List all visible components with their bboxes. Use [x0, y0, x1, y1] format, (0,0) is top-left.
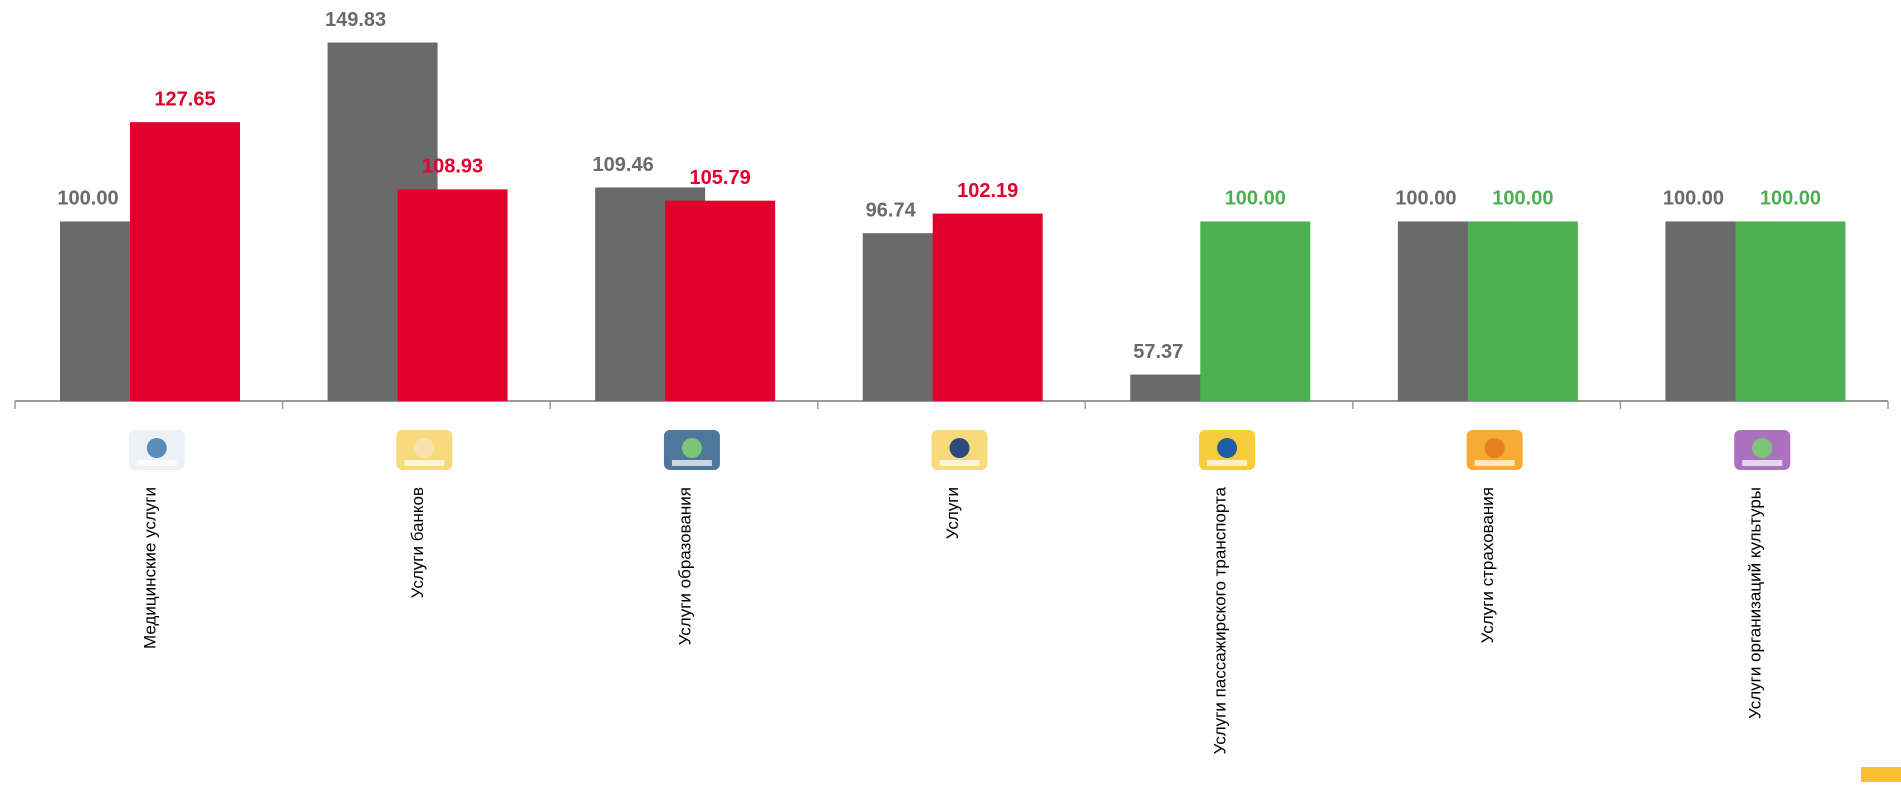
- icon-detail: [671, 460, 712, 466]
- icon-detail: [136, 460, 177, 466]
- icon-detail: [1474, 460, 1515, 466]
- category-icon: [931, 430, 988, 470]
- value-label: 100.00: [1492, 188, 1553, 210]
- value-label: 105.79: [690, 167, 751, 189]
- icon-detail: [1484, 438, 1505, 458]
- bar: [397, 189, 508, 401]
- value-label: 100.00: [1663, 188, 1724, 210]
- category-icon: [396, 430, 453, 470]
- icon-detail: [1217, 438, 1238, 458]
- value-label: 149.83: [325, 9, 386, 31]
- corner-badge: [1861, 767, 1901, 782]
- icon-detail: [949, 438, 970, 458]
- value-label: 100.00: [1760, 188, 1821, 210]
- category-icon: [1466, 430, 1523, 470]
- value-label: 102.19: [957, 180, 1018, 202]
- value-label: 127.65: [154, 88, 215, 110]
- icon-detail: [146, 438, 167, 458]
- category-label: Услуги образования: [675, 487, 694, 645]
- category-icon: [128, 430, 185, 470]
- icon-detail: [1752, 438, 1773, 458]
- category-icon: [663, 430, 720, 470]
- category-label: Услуги пассажирского транспорта: [1211, 486, 1230, 754]
- category-label: Услуги: [943, 487, 962, 539]
- value-label: 109.46: [593, 154, 654, 176]
- value-label: 100.00: [1395, 188, 1456, 210]
- bar: [1735, 221, 1846, 401]
- category-label: Услуги банков: [408, 487, 427, 598]
- bar: [1467, 221, 1578, 401]
- bar: [1200, 221, 1311, 401]
- bar: [932, 213, 1043, 401]
- value-label: 100.00: [57, 188, 118, 210]
- icon-detail: [681, 438, 702, 458]
- value-label: 100.00: [1225, 188, 1286, 210]
- category-icon: [1199, 430, 1256, 470]
- category-label: Услуги страхования: [1478, 487, 1497, 643]
- icon-detail: [939, 460, 980, 466]
- category-label: Услуги организаций культуры: [1746, 487, 1765, 719]
- category-icon: [1734, 430, 1791, 470]
- value-label: 57.37: [1133, 341, 1183, 363]
- icon-detail: [1742, 460, 1783, 466]
- icon-detail: [1207, 460, 1248, 466]
- icon-detail: [404, 460, 445, 466]
- value-label: 96.74: [866, 199, 917, 221]
- icon-detail: [414, 438, 435, 458]
- bar: [130, 122, 240, 402]
- bar: [665, 200, 776, 401]
- value-label: 108.93: [422, 156, 483, 178]
- category-label: Медицинские услуги: [140, 487, 159, 649]
